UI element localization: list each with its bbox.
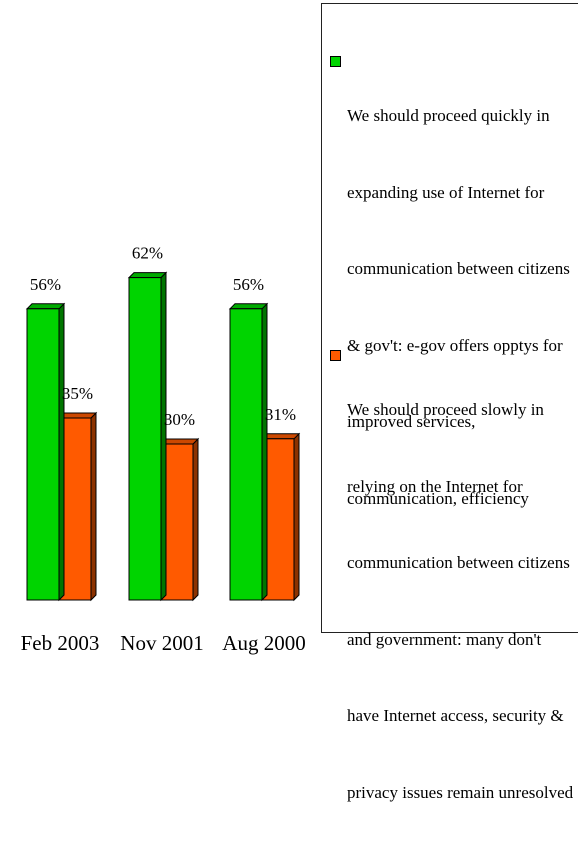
bar-side bbox=[293, 432, 300, 602]
bar-top bbox=[228, 303, 269, 310]
bar-value-label: 35% bbox=[62, 384, 93, 403]
legend-line: improved services, bbox=[347, 412, 476, 431]
bar-value-label: 56% bbox=[233, 275, 264, 294]
category-labels-group: Feb 2003 Nov 2001 Aug 2000 bbox=[21, 631, 306, 655]
bar-chart: 35% 30% 31% 56% 62% 56% Feb 2003 Nov 2001 Aug 2… bbox=[21, 244, 306, 655]
bar-value-label: 62% bbox=[132, 244, 163, 263]
bar-side bbox=[90, 411, 97, 602]
category-label: Aug 2000 bbox=[222, 631, 305, 655]
legend-text-slowly: We should proceed slowly in relying on t… bbox=[347, 346, 578, 856]
bar-top bbox=[127, 272, 168, 279]
category-label: Feb 2003 bbox=[21, 631, 100, 655]
legend-item-slowly: We should proceed slowly in relying on t… bbox=[330, 346, 578, 856]
bar-labels-group: 35% 30% 31% 56% 62% 56% bbox=[30, 244, 296, 429]
bar-front bbox=[26, 308, 60, 601]
legend-line: communication, efficiency bbox=[347, 488, 529, 508]
legend-swatch-green bbox=[330, 56, 341, 67]
bars-group bbox=[25, 271, 301, 602]
bar-quickly-2 bbox=[228, 302, 269, 602]
legend-line: expanding use of Internet for bbox=[347, 182, 545, 202]
bar-quickly-1 bbox=[127, 271, 168, 602]
bar-front bbox=[229, 308, 263, 601]
legend-line: We should proceed slowly in bbox=[347, 400, 544, 419]
bar-top bbox=[25, 303, 66, 310]
bar-side bbox=[261, 302, 268, 602]
bar-side bbox=[160, 271, 167, 602]
bar-value-label: 31% bbox=[265, 405, 296, 424]
bar-top bbox=[260, 433, 301, 440]
category-label: Nov 2001 bbox=[120, 631, 203, 655]
bar-quickly-0 bbox=[25, 302, 66, 602]
bar-value-label: 56% bbox=[30, 275, 61, 294]
legend-line: have Internet access, security & bbox=[347, 706, 564, 725]
legend-line: privacy issues remain unresolved bbox=[347, 782, 574, 802]
bar-slowly-1 bbox=[159, 437, 200, 602]
legend: We should proceed quickly in expanding u… bbox=[321, 3, 578, 802]
bar-top bbox=[159, 438, 200, 445]
bar-top bbox=[57, 412, 98, 419]
legend-line: We should proceed quickly in bbox=[347, 106, 550, 125]
legend-line: and government: many don't bbox=[347, 629, 542, 649]
bar-slowly-2 bbox=[260, 432, 301, 602]
bar-side bbox=[192, 437, 199, 602]
legend-line: & gov't: e-gov offers opptys for bbox=[347, 335, 563, 355]
bar-front bbox=[128, 277, 162, 601]
legend-swatch-orange bbox=[330, 350, 341, 361]
legend-line: communication between citizens bbox=[347, 553, 570, 572]
bar-value-label: 30% bbox=[164, 410, 195, 429]
legend-text-quickly: We should proceed quickly in expanding u… bbox=[347, 52, 578, 562]
bar-slowly-0 bbox=[57, 411, 98, 602]
legend-line: relying on the Internet for bbox=[347, 476, 523, 496]
bar-side bbox=[58, 302, 65, 602]
legend-item-quickly: We should proceed quickly in expanding u… bbox=[330, 52, 578, 562]
legend-line: communication between citizens bbox=[347, 259, 570, 278]
